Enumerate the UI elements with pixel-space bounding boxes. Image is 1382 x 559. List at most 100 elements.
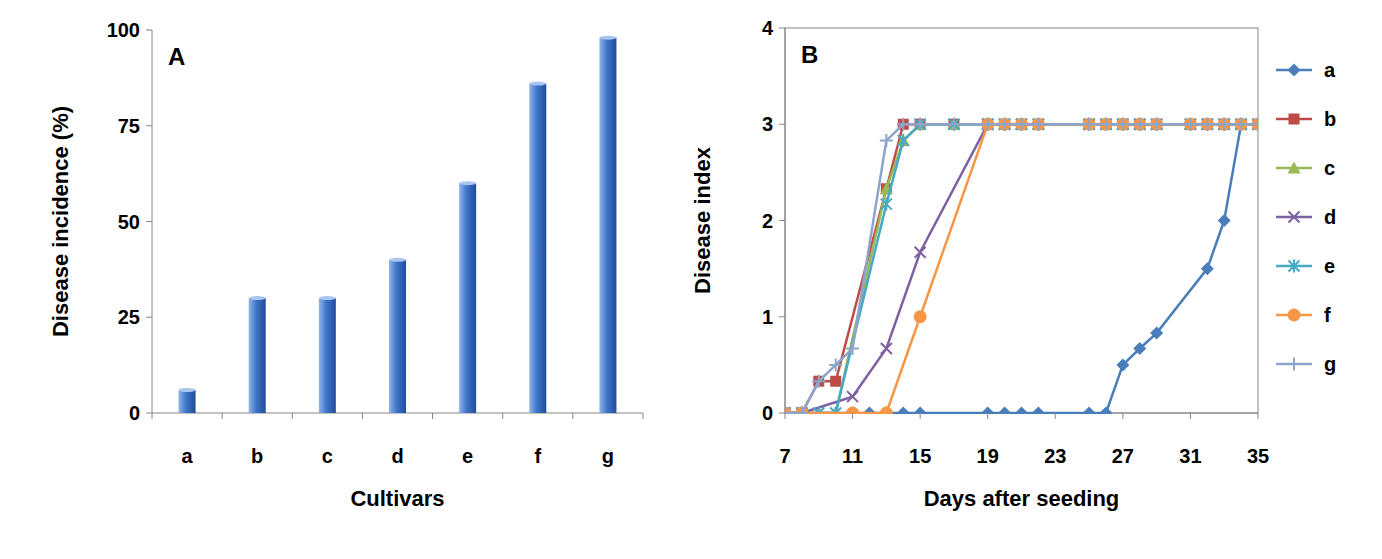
- x-tick: [292, 413, 293, 419]
- marker: [1084, 119, 1095, 130]
- marker: [1235, 118, 1248, 131]
- marker: [1150, 327, 1163, 340]
- y-tick-label: 0: [129, 402, 140, 424]
- marker: [1151, 119, 1162, 130]
- bar: [179, 390, 196, 413]
- y-tick: [779, 316, 785, 317]
- marker: [1032, 118, 1045, 131]
- x-tick: [643, 413, 644, 419]
- marker: [1236, 118, 1247, 131]
- marker: [1235, 118, 1248, 131]
- marker: [914, 407, 927, 415]
- marker: [1185, 118, 1196, 131]
- x-tick-label: 7: [779, 445, 790, 467]
- marker: [1201, 118, 1214, 131]
- bar-cap: [179, 388, 196, 392]
- marker: [1117, 118, 1128, 131]
- plot-area: [785, 118, 1258, 414]
- marker: [846, 407, 859, 415]
- marker: [1202, 119, 1213, 130]
- marker: [1218, 118, 1231, 130]
- marker: [1032, 118, 1045, 130]
- x-tick: [572, 413, 573, 419]
- bar: [529, 84, 546, 413]
- y-tick-label: 0: [762, 402, 773, 424]
- marker: [785, 407, 792, 415]
- bar: [599, 38, 616, 413]
- marker: [1133, 118, 1146, 130]
- marker: [1015, 407, 1028, 415]
- marker: [981, 118, 994, 131]
- marker: [1150, 118, 1163, 130]
- marker: [880, 407, 893, 415]
- marker: [1219, 119, 1230, 130]
- marker: [1252, 118, 1259, 131]
- x-tick-label: d: [391, 445, 403, 467]
- x-tick-label: b: [251, 445, 263, 467]
- marker: [785, 407, 792, 415]
- x-tick: [785, 413, 786, 419]
- series-line: [785, 124, 1258, 413]
- marker: [1201, 118, 1214, 130]
- marker: [1184, 118, 1197, 131]
- marker: [915, 118, 926, 131]
- chart-bar: 0255075100ACultivarsDisease incidence (%…: [48, 19, 643, 511]
- y-tick-label: 2: [762, 210, 773, 232]
- marker: [1252, 118, 1259, 131]
- x-tick-label: c: [322, 445, 333, 467]
- marker: [1252, 118, 1259, 131]
- marker: [795, 407, 808, 415]
- marker: [1202, 118, 1213, 131]
- marker: [1032, 407, 1045, 415]
- bar-cap: [249, 296, 266, 300]
- marker: [947, 118, 960, 130]
- marker: [1236, 119, 1247, 130]
- marker: [795, 407, 808, 415]
- chart-line: 01234BDays after seedingDisease index711…: [690, 17, 1336, 511]
- x-tick-label: 11: [842, 445, 863, 467]
- marker: [998, 407, 1011, 415]
- marker: [1133, 118, 1146, 131]
- series-line: [785, 124, 1258, 413]
- y-tick-label: 50: [118, 211, 140, 233]
- legend-marker: [1289, 212, 1300, 223]
- y-axis-label: Disease incidence (%): [48, 106, 73, 337]
- marker: [1201, 118, 1214, 131]
- y-tick: [146, 221, 152, 222]
- marker: [1185, 119, 1196, 130]
- panel-label: A: [168, 43, 185, 70]
- marker: [1116, 118, 1129, 131]
- legend-label: g: [1324, 353, 1336, 375]
- marker: [948, 119, 959, 130]
- marker: [1219, 118, 1230, 131]
- y-tick-label: 75: [118, 115, 140, 137]
- marker: [999, 119, 1010, 130]
- marker: [982, 119, 993, 130]
- marker: [795, 407, 808, 415]
- x-tick-label: 19: [977, 445, 999, 467]
- marker: [998, 118, 1011, 131]
- marker: [999, 119, 1010, 130]
- x-tick: [502, 413, 503, 419]
- marker: [1099, 407, 1112, 415]
- marker: [829, 358, 842, 371]
- marker: [1083, 118, 1096, 130]
- x-axis-label: Days after seeding: [924, 486, 1120, 511]
- figure: 0255075100ACultivarsDisease incidence (%…: [0, 0, 1382, 559]
- bar-cap: [459, 181, 476, 185]
- marker: [1015, 118, 1028, 130]
- marker: [1100, 119, 1111, 130]
- x-tick: [920, 413, 921, 419]
- marker: [846, 407, 859, 415]
- marker: [1100, 118, 1111, 131]
- series-line: [785, 124, 1258, 413]
- marker: [1134, 118, 1145, 131]
- marker: [1235, 118, 1248, 131]
- x-tick: [1122, 413, 1123, 419]
- marker: [881, 198, 892, 211]
- y-tick: [779, 124, 785, 125]
- legend-marker: [1288, 309, 1301, 322]
- marker: [981, 118, 994, 131]
- marker: [1015, 118, 1028, 131]
- bar: [249, 298, 266, 413]
